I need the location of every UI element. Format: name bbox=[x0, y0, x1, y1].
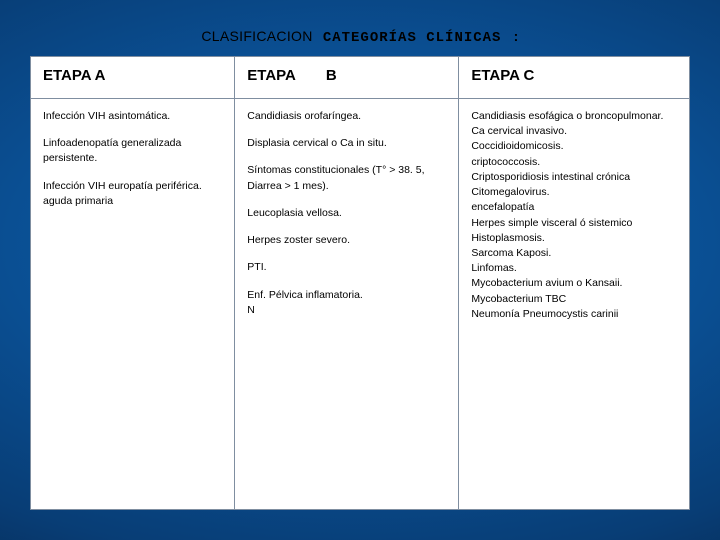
table-header-row: ETAPA A ETAPA B ETAPA C bbox=[31, 57, 690, 99]
etapa-c-line: Mycobacterium TBC bbox=[471, 292, 677, 307]
classification-table-container: ETAPA A ETAPA B ETAPA C Infección VIH asi… bbox=[30, 56, 690, 510]
header-etapa-b: ETAPA B bbox=[235, 57, 459, 99]
header-b-prefix: ETAPA bbox=[247, 67, 296, 84]
etapa-c-line: Linfomas. bbox=[471, 261, 677, 276]
etapa-c-line: Ca cervical invasivo. bbox=[471, 124, 677, 139]
etapa-a-item: Infección VIH asintomática. bbox=[43, 109, 222, 124]
etapa-c-line: Sarcoma Kaposi. bbox=[471, 246, 677, 261]
etapa-c-line: Histoplasmosis. bbox=[471, 231, 677, 246]
etapa-b-item: Leucoplasia vellosa. bbox=[247, 206, 446, 221]
etapa-b-item: Herpes zoster severo. bbox=[247, 233, 446, 248]
etapa-a-item: Infección VIH europatía periférica. agud… bbox=[43, 179, 222, 209]
etapa-b-item-line: Enf. Pélvica inflamatoria. bbox=[247, 289, 363, 301]
etapa-c-line: criptococcosis. bbox=[471, 155, 677, 170]
classification-table: ETAPA A ETAPA B ETAPA C Infección VIH asi… bbox=[30, 56, 690, 510]
etapa-b-item: PTI. bbox=[247, 260, 446, 275]
title-main: CATEGORÍAS CLÍNICAS bbox=[323, 30, 502, 46]
header-etapa-c: ETAPA C bbox=[459, 57, 690, 99]
cell-etapa-c: Candidiasis esofágica o broncopulmonar. … bbox=[459, 99, 690, 510]
title-suffix: : bbox=[514, 28, 519, 44]
title-prefix: CLASIFICACION bbox=[201, 28, 312, 44]
etapa-c-line: Criptosporidiosis intestinal crónica bbox=[471, 170, 677, 185]
etapa-c-line: encefalopatía bbox=[471, 200, 677, 215]
etapa-b-item: Candidiasis orofaríngea. bbox=[247, 109, 446, 124]
etapa-b-item: Displasia cervical o Ca in situ. bbox=[247, 136, 446, 151]
etapa-a-item: Linfoadenopatía generalizada persistente… bbox=[43, 136, 222, 166]
header-etapa-a: ETAPA A bbox=[31, 57, 235, 99]
cell-etapa-a: Infección VIH asintomática. Linfoadenopa… bbox=[31, 99, 235, 510]
etapa-b-item: Síntomas constitucionales (T° > 38. 5, D… bbox=[247, 163, 446, 193]
etapa-c-line: Neumonía Pneumocystis carinii bbox=[471, 307, 677, 322]
etapa-c-line: Herpes simple visceral ó sistemico bbox=[471, 216, 677, 231]
etapa-c-line: Mycobacterium avium o Kansaii. bbox=[471, 276, 677, 291]
table-body-row: Infección VIH asintomática. Linfoadenopa… bbox=[31, 99, 690, 510]
etapa-c-line: Coccidioidomicosis. bbox=[471, 139, 677, 154]
etapa-b-item: Enf. Pélvica inflamatoria. N bbox=[247, 288, 446, 318]
etapa-c-line: Candidiasis esofágica o broncopulmonar. bbox=[471, 109, 677, 124]
etapa-b-item-line: N bbox=[247, 304, 255, 316]
etapa-c-line: Citomegalovirus. bbox=[471, 185, 677, 200]
header-b-letter: B bbox=[326, 67, 337, 84]
slide-title: CLASIFICACION CATEGORÍAS CLÍNICAS : bbox=[0, 28, 720, 46]
cell-etapa-b: Candidiasis orofaríngea. Displasia cervi… bbox=[235, 99, 459, 510]
